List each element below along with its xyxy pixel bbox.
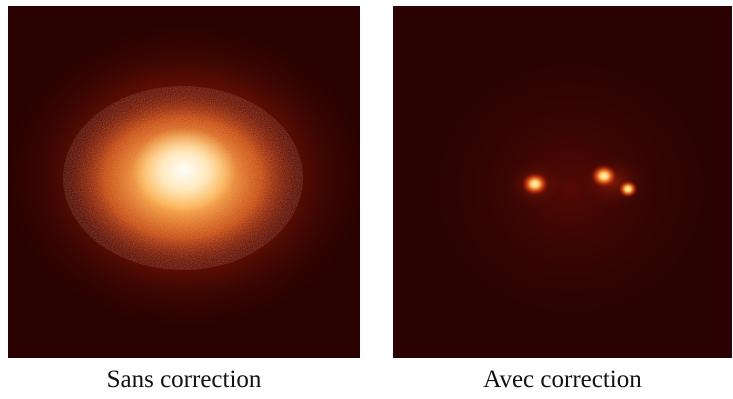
uncorrected-star-render [8, 6, 360, 358]
star-right [590, 164, 618, 188]
uncorrected-star-image [8, 6, 360, 358]
diffuse-background-glow [421, 48, 721, 328]
corrected-star-render [393, 6, 732, 358]
star-left [521, 172, 549, 196]
star-right-companion [618, 180, 638, 198]
caption-with-correction: Avec correction [483, 366, 642, 393]
caption-without-correction: Sans correction [106, 366, 262, 393]
speckle-noise [63, 86, 303, 270]
corrected-star-image [393, 6, 732, 358]
